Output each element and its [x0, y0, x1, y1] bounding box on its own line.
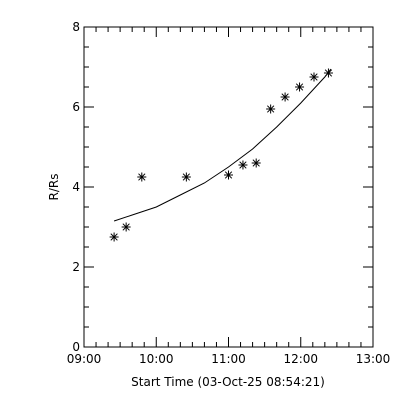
data-point — [323, 68, 333, 78]
data-point — [309, 72, 319, 82]
data-point — [181, 172, 191, 182]
plot-area-frame — [83, 26, 374, 348]
x-tick-label: 13:00 — [356, 352, 391, 366]
y-axis-label: R/Rs — [47, 174, 61, 201]
data-point — [224, 170, 233, 180]
x-tick-label: 11:00 — [211, 352, 246, 366]
x-axis-label: Start Time (03-Oct-25 08:54:21) — [131, 375, 325, 389]
fit-curve-layer — [113, 68, 332, 222]
y-tick-label: 8 — [72, 20, 80, 34]
data-point — [121, 222, 131, 232]
data-point — [137, 172, 147, 182]
tick-labels: 09:00 10:00 11:00 12:00 13:00 0 2 4 6 8 — [67, 20, 391, 366]
x-tick-label: 09:00 — [67, 352, 102, 366]
x-tick-label: 10:00 — [139, 352, 174, 366]
y-tick-label: 0 — [72, 340, 80, 354]
axis-ticks — [83, 26, 374, 348]
data-point — [266, 104, 276, 114]
x-tick-label: 12:00 — [283, 352, 318, 366]
data-point — [295, 82, 305, 92]
y-tick-label: 4 — [72, 180, 80, 194]
data-point — [109, 232, 119, 242]
y-tick-label: 2 — [72, 260, 80, 274]
data-point — [280, 92, 290, 102]
data-points — [109, 68, 333, 242]
data-point — [251, 158, 261, 168]
fit-curve — [113, 68, 332, 222]
data-point — [238, 160, 248, 170]
y-tick-label: 6 — [72, 100, 80, 114]
